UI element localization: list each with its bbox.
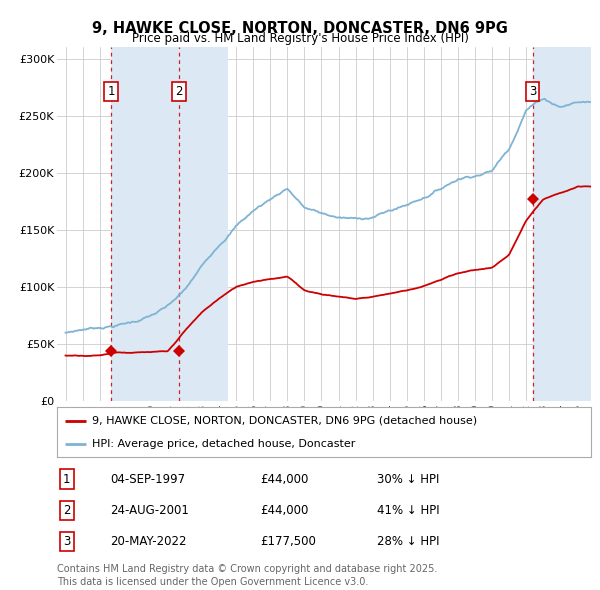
Text: 24-AUG-2001: 24-AUG-2001 [110, 504, 189, 517]
Text: 3: 3 [63, 535, 70, 548]
Text: 41% ↓ HPI: 41% ↓ HPI [377, 504, 440, 517]
Bar [179, 47, 227, 401]
Text: 28% ↓ HPI: 28% ↓ HPI [377, 535, 440, 548]
Text: £44,000: £44,000 [260, 504, 308, 517]
Text: HPI: Average price, detached house, Doncaster: HPI: Average price, detached house, Donc… [92, 439, 355, 449]
Text: 9, HAWKE CLOSE, NORTON, DONCASTER, DN6 9PG: 9, HAWKE CLOSE, NORTON, DONCASTER, DN6 9… [92, 21, 508, 35]
Text: 30% ↓ HPI: 30% ↓ HPI [377, 473, 440, 486]
Text: 20-MAY-2022: 20-MAY-2022 [110, 535, 187, 548]
Text: Contains HM Land Registry data © Crown copyright and database right 2025.
This d: Contains HM Land Registry data © Crown c… [57, 564, 437, 587]
Text: 9, HAWKE CLOSE, NORTON, DONCASTER, DN6 9PG (detached house): 9, HAWKE CLOSE, NORTON, DONCASTER, DN6 9… [92, 415, 477, 425]
Text: 2: 2 [175, 85, 182, 98]
Bar [533, 47, 591, 401]
Text: £44,000: £44,000 [260, 473, 308, 486]
Text: 04-SEP-1997: 04-SEP-1997 [110, 473, 185, 486]
Text: 1: 1 [63, 473, 70, 486]
Text: 1: 1 [107, 85, 115, 98]
Text: £177,500: £177,500 [260, 535, 316, 548]
Bar [111, 47, 179, 401]
Text: 2: 2 [63, 504, 70, 517]
Text: 3: 3 [529, 85, 536, 98]
Text: Price paid vs. HM Land Registry's House Price Index (HPI): Price paid vs. HM Land Registry's House … [131, 32, 469, 45]
